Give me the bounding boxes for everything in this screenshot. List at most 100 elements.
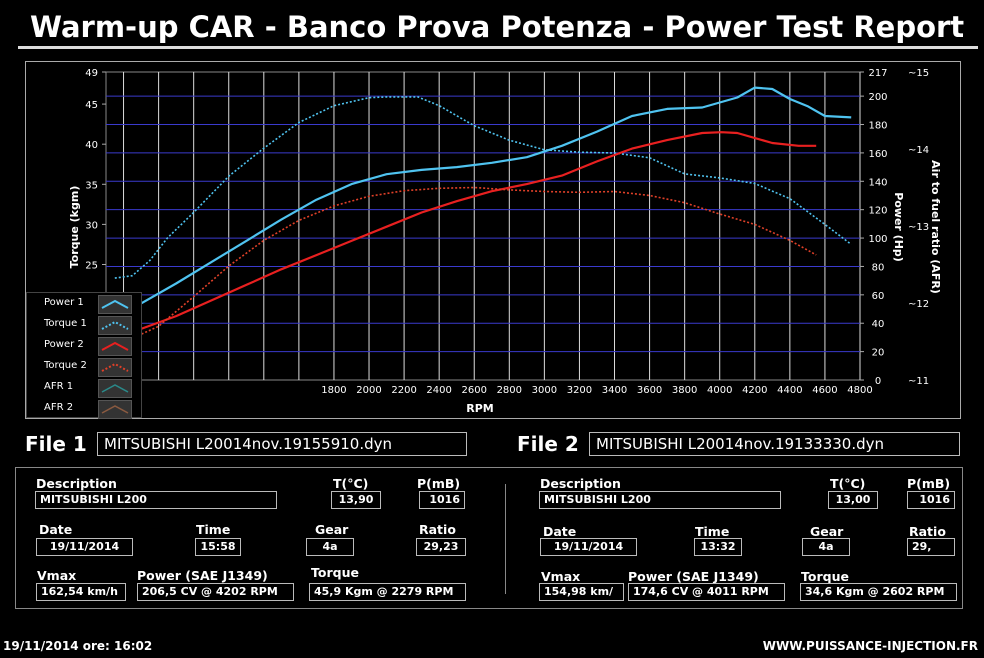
x-tick-label: 3000 (532, 385, 557, 396)
power-tick-label: 0 (875, 376, 881, 387)
vmax-field[interactable]: 162,54 km/h (36, 583, 126, 601)
power-tick-label: 40 (872, 319, 885, 330)
torque-tick-label: 49 (85, 68, 98, 79)
power-tick-label: 60 (872, 291, 885, 302)
x-tick-label: 1800 (321, 385, 346, 396)
torque-tick-label: 40 (85, 140, 98, 151)
x-tick-label: 2400 (426, 385, 451, 396)
afr-axis-label: Air to fuel ratio (AFR) (929, 160, 942, 294)
x-tick-label: 2200 (391, 385, 416, 396)
torque-tick-label: 25 (85, 261, 98, 272)
gear-label: Gear (315, 522, 349, 537)
temperature-label: T(°C) (830, 476, 866, 491)
x-tick-label: 4200 (742, 385, 767, 396)
power-field[interactable]: 174,6 CV @ 4011 RPM (628, 583, 785, 601)
torque-field[interactable]: 34,6 Kgm @ 2602 RPM (800, 583, 957, 601)
afr-tick-label: ~14 (908, 145, 929, 156)
temperature-field[interactable]: 13,00 (828, 491, 878, 509)
torque-label: Torque (311, 565, 359, 580)
power-label: Power (SAE J1349) (137, 568, 268, 583)
x-tick-label: 2000 (356, 385, 381, 396)
x-tick-label: 3800 (672, 385, 697, 396)
pressure-label: P(mB) (417, 476, 461, 491)
date-field[interactable]: 19/11/2014 (36, 538, 133, 556)
x-tick-label: 4600 (812, 385, 837, 396)
legend-item-power-1[interactable]: Power 1 (27, 293, 141, 314)
ratio-label: Ratio (909, 524, 946, 539)
time-label: Time (196, 522, 231, 537)
x-tick-label: 3600 (637, 385, 662, 396)
legend-label: Power 2 (44, 339, 84, 350)
legend-item-torque-2[interactable]: Torque 2 (27, 356, 141, 377)
power-tick-label: 140 (868, 177, 887, 188)
report-title: Warm-up CAR - Banco Prova Potenza - Powe… (18, 8, 978, 49)
series-line-torque-1 (114, 96, 852, 279)
x-tick-label: 3200 (567, 385, 592, 396)
date-label: Date (543, 524, 577, 539)
description-field[interactable]: MITSUBISHI L200 (35, 491, 277, 509)
legend-item-afr-2[interactable]: AFR 2 (27, 398, 141, 419)
torque-label: Torque (801, 569, 849, 584)
legend-item-afr-1[interactable]: AFR 1 (27, 377, 141, 398)
legend-swatch (98, 337, 132, 356)
description-field[interactable]: MITSUBISHI L200 (539, 491, 781, 509)
legend-swatch (98, 379, 132, 398)
torque-axis-label: Torque (kgm) (68, 186, 81, 269)
afr-tick-label: ~12 (908, 299, 929, 310)
x-tick-label: 3400 (602, 385, 627, 396)
vmax-label: Vmax (37, 568, 77, 583)
power-label: Power (SAE J1349) (628, 569, 759, 584)
description-label: Description (540, 476, 621, 491)
temperature-label: T(°C) (333, 476, 369, 491)
series-line-power-1 (114, 86, 852, 313)
legend-label: Torque 2 (44, 360, 87, 371)
power-tick-label: 200 (868, 92, 887, 103)
time-field[interactable]: 15:58 (195, 538, 241, 556)
test-info-panel (15, 467, 963, 609)
gear-field[interactable]: 4a (802, 538, 850, 556)
power-tick-label: 100 (868, 234, 887, 245)
dyno-chart-panel: 60 0 1800 2000 2200 2400 2600 2800 3000 3200 3400 3… (25, 61, 961, 419)
legend-swatch (98, 316, 132, 335)
file-1-label: File 1 (25, 432, 87, 456)
power-tick-label: 160 (868, 149, 887, 160)
gear-field[interactable]: 4a (306, 538, 354, 556)
time-field[interactable]: 13:32 (694, 538, 742, 556)
power-tick-label: 180 (868, 121, 887, 132)
torque-field[interactable]: 45,9 Kgm @ 2279 RPM (309, 583, 466, 601)
power-field[interactable]: 206,5 CV @ 4202 RPM (137, 583, 294, 601)
date-field[interactable]: 19/11/2014 (540, 538, 637, 556)
torque-tick-label: 30 (85, 220, 98, 231)
legend-item-power-2[interactable]: Power 2 (27, 335, 141, 356)
x-tick-label: 2800 (497, 385, 522, 396)
ratio-field[interactable]: 29,23 (416, 538, 466, 556)
file-1-name[interactable]: MITSUBISHI L20014nov.19155910.dyn (97, 432, 467, 456)
legend-label: AFR 1 (44, 381, 74, 392)
ratio-field[interactable]: 29, (907, 538, 955, 556)
legend-swatch (98, 295, 132, 314)
afr-tick-label: ~11 (908, 376, 929, 387)
x-tick-label: 4000 (707, 385, 732, 396)
power-tick-label: 120 (868, 206, 887, 217)
torque-tick-label: 45 (85, 100, 98, 111)
legend-swatch (98, 358, 132, 377)
pressure-field[interactable]: 1016 (907, 491, 955, 509)
x-axis-label: RPM (466, 402, 493, 415)
vmax-field[interactable]: 154,98 km/ (539, 583, 624, 601)
panel-divider (505, 484, 506, 594)
gear-label: Gear (810, 524, 844, 539)
pressure-field[interactable]: 1016 (419, 491, 465, 509)
legend-label: AFR 2 (44, 402, 74, 413)
x-tick-label: 2600 (462, 385, 487, 396)
pressure-label: P(mB) (907, 476, 951, 491)
file-2-name[interactable]: MITSUBISHI L20014nov.19133330.dyn (589, 432, 960, 456)
website-link[interactable]: WWW.PUISSANCE-INJECTION.FR (762, 639, 978, 653)
time-label: Time (695, 524, 730, 539)
legend-item-torque-1[interactable]: Torque 1 (27, 314, 141, 335)
power-tick-label: 217 (868, 68, 887, 79)
power-tick-label: 80 (872, 262, 885, 273)
file-2-label: File 2 (517, 432, 579, 456)
temperature-field[interactable]: 13,90 (331, 491, 381, 509)
legend-swatch (98, 400, 132, 419)
legend-label: Torque 1 (44, 318, 87, 329)
